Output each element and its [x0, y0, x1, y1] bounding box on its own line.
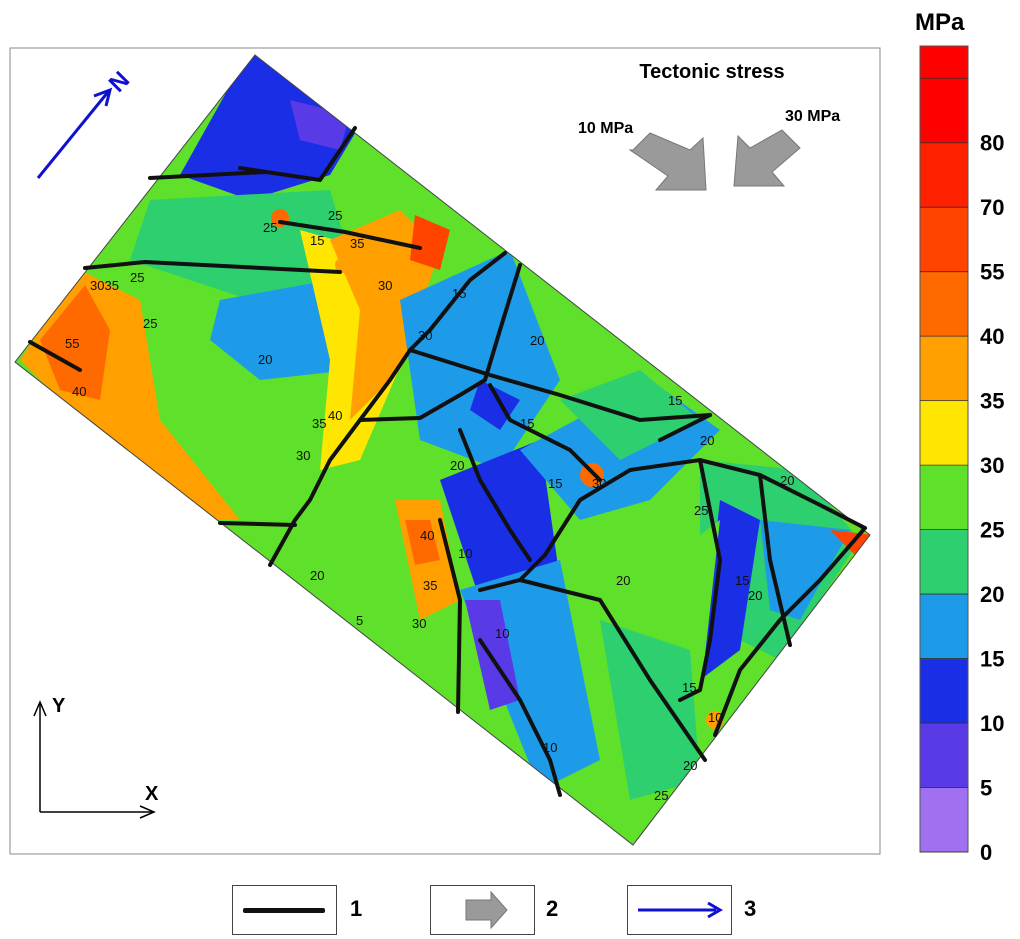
colorbar: MPa 0 5 10 15 20 25 30 35 40 55 70 80: [915, 9, 1004, 865]
contour-label: 15: [520, 416, 534, 431]
contour-label: 10: [708, 710, 722, 725]
contour-label: 20: [310, 568, 324, 583]
colorbar-unit: MPa: [915, 9, 965, 36]
stress-right-label: 30 MPa: [785, 108, 840, 125]
contour-label: 20: [748, 588, 762, 603]
stress-arrow-right: [733, 129, 801, 187]
colorbar-band: [920, 400, 968, 466]
fault-lines: [28, 126, 867, 797]
contour-label: 15: [735, 573, 749, 588]
colorbar-band: [920, 78, 968, 144]
stress-map: 25 15 25 35 30 25 3035 25 55 40 20 30 15…: [9, 9, 1004, 865]
colorbar-band: [920, 207, 968, 273]
axis-x-label: X: [145, 783, 159, 805]
colorbar-tick-label: 25: [980, 518, 1004, 543]
colorbar-band: [920, 271, 968, 337]
contour-label: 40: [420, 528, 434, 543]
blue-arrow-symbol: [638, 901, 723, 919]
contour-label: 20: [616, 573, 630, 588]
legend-fault-box: [232, 885, 337, 935]
colorbar-band: [920, 658, 968, 724]
contour-label: 15: [682, 680, 696, 695]
colorbar-band: [920, 787, 968, 853]
contour-labels: 25 15 25 35 30 25 3035 25 55 40 20 30 15…: [65, 208, 794, 803]
contour-label: 20: [530, 333, 544, 348]
map-title: Tectonic stress: [639, 61, 784, 83]
contour-label: 10: [543, 740, 557, 755]
colorbar-tick-label: 55: [980, 260, 1004, 285]
colorbar-band: [920, 529, 968, 595]
contour-label: 15: [548, 476, 562, 491]
contour-label: 10: [495, 626, 509, 641]
contour-label: 30: [378, 278, 392, 293]
contour-label: 20: [780, 473, 794, 488]
region-outline: [14, 54, 871, 846]
colorbar-tick-label: 40: [980, 324, 1004, 349]
contour-label: 25: [654, 788, 668, 803]
colorbar-band: [920, 336, 968, 402]
colorbar-band: [920, 142, 968, 208]
colorbar-tick-label: 80: [980, 131, 1004, 156]
contour-label: 20: [450, 458, 464, 473]
gray-arrow-symbol: [465, 890, 508, 930]
contour-label: 20: [683, 758, 697, 773]
contour-label: 15: [310, 233, 324, 248]
contour-label: 30: [592, 476, 606, 491]
colorbar-tick-label: 5: [980, 776, 992, 801]
contour-label: 35: [350, 236, 364, 251]
contour-label: 15: [452, 286, 466, 301]
contour-label: 25: [328, 208, 342, 223]
contour-label: 25: [130, 270, 144, 285]
colorbar-tick-label: 0: [980, 840, 992, 865]
contour-label: 25: [263, 220, 277, 235]
contour-label: 35: [423, 578, 437, 593]
colorbar-band: [920, 723, 968, 789]
contour-label: 15: [668, 393, 682, 408]
colorbar-tick-label: 30: [980, 453, 1004, 478]
stress-left-label: 10 MPa: [578, 120, 633, 137]
contour-label: 3035: [90, 278, 119, 293]
contour-label: 5: [356, 613, 363, 628]
legend-num-1: 1: [350, 896, 363, 921]
contour-label: 35: [312, 416, 326, 431]
colorbar-band: [920, 594, 968, 660]
legend-north-box: [627, 885, 732, 935]
contour-label: 40: [328, 408, 342, 423]
contour-label: 20: [258, 352, 272, 367]
colorbar-tick-label: 35: [980, 389, 1004, 414]
contour-label: 30: [412, 616, 426, 631]
axis-y-label: Y: [52, 695, 66, 717]
xy-axes: Y X: [33, 695, 159, 819]
contour-label: 20: [700, 433, 714, 448]
contour-label: 55: [65, 336, 79, 351]
contour-label: 25: [694, 503, 708, 518]
contour-label: 30: [296, 448, 310, 463]
colorbar-tick-label: 15: [980, 647, 1004, 672]
legend-num-3: 3: [744, 896, 757, 921]
legend-num-2: 2: [546, 896, 559, 921]
stress-arrow-left: [628, 132, 707, 191]
colorbar-tick-label: 20: [980, 582, 1004, 607]
colorbar-tick-label: 10: [980, 711, 1004, 736]
fault-line-symbol: [243, 908, 325, 913]
contour-label: 40: [72, 384, 86, 399]
colorbar-band: [920, 46, 968, 79]
stress-field: [15, 55, 870, 845]
contour-label: 10: [458, 546, 472, 561]
colorbar-tick-label: 70: [980, 195, 1004, 220]
colorbar-band: [920, 465, 968, 531]
legend-arrow-box: [430, 885, 535, 935]
contour-label: 30: [418, 328, 432, 343]
contour-label: 25: [143, 316, 157, 331]
